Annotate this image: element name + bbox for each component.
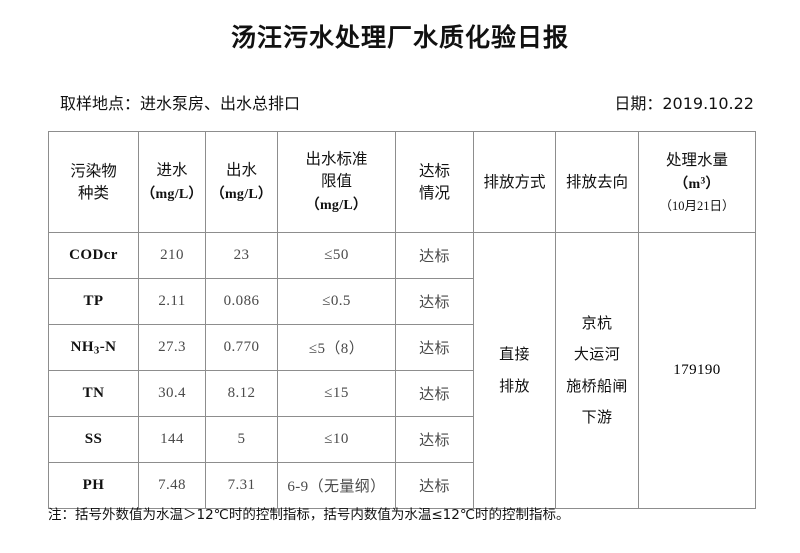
destination-line3: 施桥船闸 [566,376,628,395]
discharge-method-line1: 直接 [499,345,530,363]
cell-discharge-method: 直接 排放 [473,232,556,509]
table-row: TN 30.4 8.12 ≤15 达标 [48,370,756,417]
table-row: SS 144 5 ≤10 达标 [48,416,756,463]
cell-compliance-status: 达标 [395,324,474,371]
cell-standard-limit: ≤5（8） [277,324,396,371]
table-row: TP 2.11 0.086 ≤0.5 达标 [48,278,756,325]
header-discharge-destination: 排放去向 [555,131,639,233]
cell-effluent-value: 8.12 [205,370,278,417]
cell-compliance-status: 达标 [395,232,474,279]
table-row: PH 7.48 7.31 6-9（无量纲） 达标 [48,462,756,509]
header-influent: 进水 （mg/L） [138,131,206,233]
header-pollutant-line2: 种类 [77,184,109,202]
cell-compliance-status: 达标 [395,278,474,325]
destination-line4: 下游 [581,408,613,426]
water-quality-table: 污染物 种类 进水 （mg/L） 出水 （mg/L） 出水标准 限值 （mg/L… [48,131,756,509]
table-row: CODcr 210 23 ≤50 达标 直接 排放 京杭 大运河 施桥船闸 下游… [48,232,756,509]
cell-effluent-value: 5 [205,416,278,463]
cell-pollutant-name: TP [48,278,139,325]
report-date-label: 日期：2019.10.22 [614,94,754,113]
cell-influent-value: 210 [138,232,206,279]
header-compliance-line1: 达标 [418,161,450,180]
cell-effluent-value: 0.086 [205,278,278,325]
page-title: 汤汪污水处理厂水质化验日报 [230,23,569,52]
header-effluent-line1: 出水 [225,161,257,180]
cell-standard-limit: ≤10 [277,416,396,463]
pollutant-subscript: 3 [93,344,100,357]
cell-treated-volume: 179190 [638,232,756,509]
cell-compliance-status: 达标 [395,462,474,509]
table-header-row: 污染物 种类 进水 （mg/L） 出水 （mg/L） 出水标准 限值 （mg/L… [48,131,756,233]
cell-pollutant-name: TN [48,370,139,417]
header-influent-unit: （mg/L） [141,186,203,202]
meta-row: 取样地点：进水泵房、出水总排口 日期：2019.10.22 [60,90,760,114]
cell-influent-value: 144 [138,416,206,463]
cell-influent-value: 2.11 [138,278,206,325]
cell-compliance-status: 达标 [395,370,474,417]
cell-pollutant-name: CODcr [48,232,139,279]
header-compliance-line2: 情况 [418,184,450,202]
header-standard-limit: 出水标准 限值 （mg/L） [277,131,396,233]
cell-influent-value: 27.3 [138,324,206,371]
cell-influent-value: 30.4 [138,370,206,417]
cell-discharge-destination: 京杭 大运河 施桥船闸 下游 [555,232,639,509]
header-treated-volume: 处理水量 （m3） （10月21日） [638,131,756,233]
cell-compliance-status: 达标 [395,416,474,463]
header-volume-unit: （m3） [674,176,720,192]
header-compliance: 达标 情况 [395,131,474,233]
cell-effluent-value: 0.770 [205,324,278,371]
cell-pollutant-name: SS [48,416,139,463]
cell-standard-limit: 6-9（无量纲） [277,462,396,509]
header-pollutant-line1: 污染物 [70,161,117,180]
header-effluent: 出水 （mg/L） [205,131,278,233]
header-effluent-unit: （mg/L） [210,186,273,202]
destination-line1: 京杭 [581,313,613,332]
header-standard-unit: （mg/L） [305,197,368,213]
header-standard-line2: 限值 [320,172,352,191]
discharge-method-line2: 排放 [499,376,530,395]
cell-influent-value: 7.48 [138,462,206,509]
header-volume-subnote: （10月21日） [659,198,735,213]
cell-pollutant-name: PH [48,462,139,509]
cell-effluent-value: 23 [205,232,278,279]
pollutant-tail: -N [99,338,117,355]
cell-pollutant-name: NH3-N [48,324,139,371]
destination-line2: 大运河 [573,345,621,363]
header-influent-line1: 进水 [156,161,188,180]
sampling-location-label: 取样地点：进水泵房、出水总排口 [60,94,301,113]
header-standard-line1: 出水标准 [305,149,368,168]
cell-standard-limit: ≤0.5 [277,278,396,325]
cell-standard-limit: ≤50 [277,232,396,279]
cell-standard-limit: ≤15 [277,370,396,417]
header-volume-line1: 处理水量 [665,151,728,170]
cell-effluent-value: 7.31 [205,462,278,509]
header-discharge-method: 排放方式 [473,131,556,233]
table-footnote: 注：括号外数值为水温＞12℃时的控制指标，括号内数值为水温≤12℃时的控制指标。 [48,507,570,523]
header-pollutant: 污染物 种类 [48,131,139,233]
pollutant-base: NH [70,338,94,355]
